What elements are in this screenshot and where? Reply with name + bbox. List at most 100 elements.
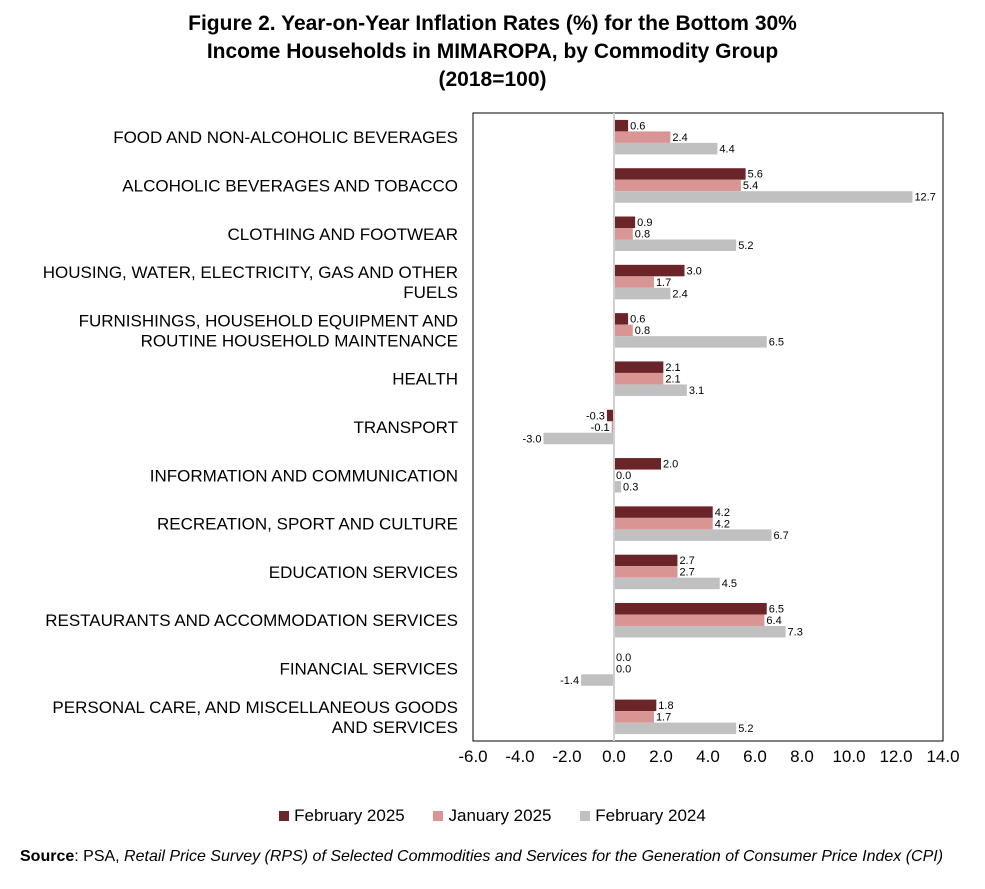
legend-item-january-2025: January 2025 (433, 805, 552, 826)
bar (614, 336, 767, 348)
bar (614, 384, 687, 396)
chart-title: Figure 2. Year-on-Year Inflation Rates (… (0, 10, 985, 94)
data-label: -0.3 (586, 410, 605, 422)
legend-item-february-2024: February 2024 (580, 806, 706, 826)
bar (614, 625, 786, 638)
data-label: 2.0 (663, 459, 678, 471)
bar (581, 674, 614, 686)
data-label: 2.1 (665, 373, 680, 385)
legend: February 2025 January 2025 February 2024 (0, 805, 985, 826)
data-label: 2.4 (672, 132, 687, 144)
data-label: 0.0 (616, 470, 631, 482)
bars (543, 119, 913, 735)
x-tick-label: 0.0 (602, 747, 626, 766)
bar (614, 506, 713, 518)
data-label: 2.4 (672, 288, 687, 300)
data-label: 4.2 (715, 518, 730, 530)
legend-item-february-2025: February 2025 (279, 806, 405, 826)
data-label: 0.9 (637, 217, 652, 229)
data-label: 1.7 (656, 277, 671, 289)
category-label: HOUSING, WATER, ELECTRICITY, GAS AND OTH… (43, 263, 458, 282)
bar (614, 481, 622, 493)
bar (614, 168, 746, 180)
data-label: 4.5 (722, 578, 737, 590)
bar (614, 276, 654, 288)
data-label: -1.4 (560, 675, 579, 687)
source-agency: : PSA, (74, 848, 125, 865)
x-tick-label: 4.0 (696, 747, 720, 766)
category-label: FOOD AND NON-ALCOHOLIC BEVERAGES (113, 128, 458, 147)
data-label: 5.2 (738, 723, 753, 735)
data-label: 4.4 (719, 143, 734, 155)
data-label: 6.5 (769, 337, 784, 349)
source-note: Source: PSA, Retail Price Survey (RPS) o… (20, 846, 970, 867)
bar (614, 119, 629, 132)
data-label: 6.4 (766, 615, 781, 627)
category-label: PERSONAL CARE, AND MISCELLANEOUS GOODS (52, 698, 458, 717)
data-label: 5.4 (743, 180, 758, 192)
x-tick-label: 6.0 (743, 747, 767, 766)
bar (614, 722, 737, 735)
category-label: CLOTHING AND FOOTWEAR (228, 225, 458, 244)
bar (614, 614, 765, 626)
category-label: EDUCATION SERVICES (269, 563, 458, 582)
category-label: HEALTH (392, 370, 458, 389)
bar (614, 361, 664, 373)
x-tick-label: 8.0 (790, 747, 814, 766)
bar (614, 324, 633, 337)
plot-area (472, 112, 944, 742)
data-label: 12.7 (914, 192, 935, 204)
bar (614, 191, 913, 203)
bar (614, 142, 718, 155)
data-label: 0.3 (623, 482, 638, 494)
x-tick-label: -6.0 (458, 747, 487, 766)
bar (614, 711, 654, 723)
data-label: 6.7 (773, 530, 788, 542)
title-line-3: (2018=100) (438, 68, 547, 91)
bar (614, 228, 633, 240)
bar (614, 239, 737, 252)
bar-chart: FOOD AND NON-ALCOHOLIC BEVERAGES ALCOHOLI… (43, 112, 960, 766)
title-line-1: Figure 2. Year-on-Year Inflation Rates (… (188, 12, 797, 35)
bar (614, 699, 657, 712)
data-label: 6.5 (769, 603, 784, 615)
x-tick-label: 2.0 (649, 747, 673, 766)
bar (614, 577, 720, 590)
x-axis-tick-labels: -6.0 -4.0 -2.0 0.0 2.0 4.0 6.0 8.0 10.0 12.0 14.0 (458, 747, 959, 766)
bar (614, 554, 678, 567)
bar (611, 421, 614, 433)
bar (606, 409, 614, 422)
bar (614, 602, 767, 615)
legend-swatch (279, 811, 290, 822)
title-line-2: Income Households in MIMAROPA, by Commod… (206, 40, 779, 63)
data-label: 0.6 (630, 314, 645, 326)
data-label: 5.6 (748, 169, 763, 181)
category-label: AND SERVICES (332, 718, 458, 737)
data-label: -3.0 (523, 433, 542, 445)
bar (614, 566, 678, 578)
category-label: RESTAURANTS AND ACCOMMODATION SERVICES (45, 611, 458, 630)
data-label: 4.2 (715, 507, 730, 519)
data-label: 0.0 (616, 652, 631, 664)
data-label: 5.2 (738, 240, 753, 252)
legend-swatch (433, 811, 444, 822)
category-label: FINANCIAL SERVICES (279, 660, 458, 679)
data-label: 2.7 (679, 567, 694, 579)
bar (614, 216, 636, 229)
bar (614, 313, 629, 325)
data-label: -0.1 (591, 422, 610, 434)
data-label: 1.7 (656, 712, 671, 724)
bar (614, 264, 685, 277)
x-tick-label: 12.0 (879, 747, 912, 766)
category-label: FUELS (403, 283, 458, 302)
x-tick-label: 14.0 (926, 747, 959, 766)
category-label: INFORMATION AND COMMUNICATION (150, 466, 458, 485)
legend-label: January 2025 (448, 805, 552, 825)
source-publication: Retail Price Survey (RPS) of Selected Co… (124, 848, 944, 865)
bar (614, 372, 664, 385)
data-label: 3.0 (687, 265, 702, 277)
data-label: 0.0 (616, 663, 631, 675)
bar (543, 432, 614, 445)
data-label: 2.1 (665, 362, 680, 374)
bar (614, 458, 661, 470)
